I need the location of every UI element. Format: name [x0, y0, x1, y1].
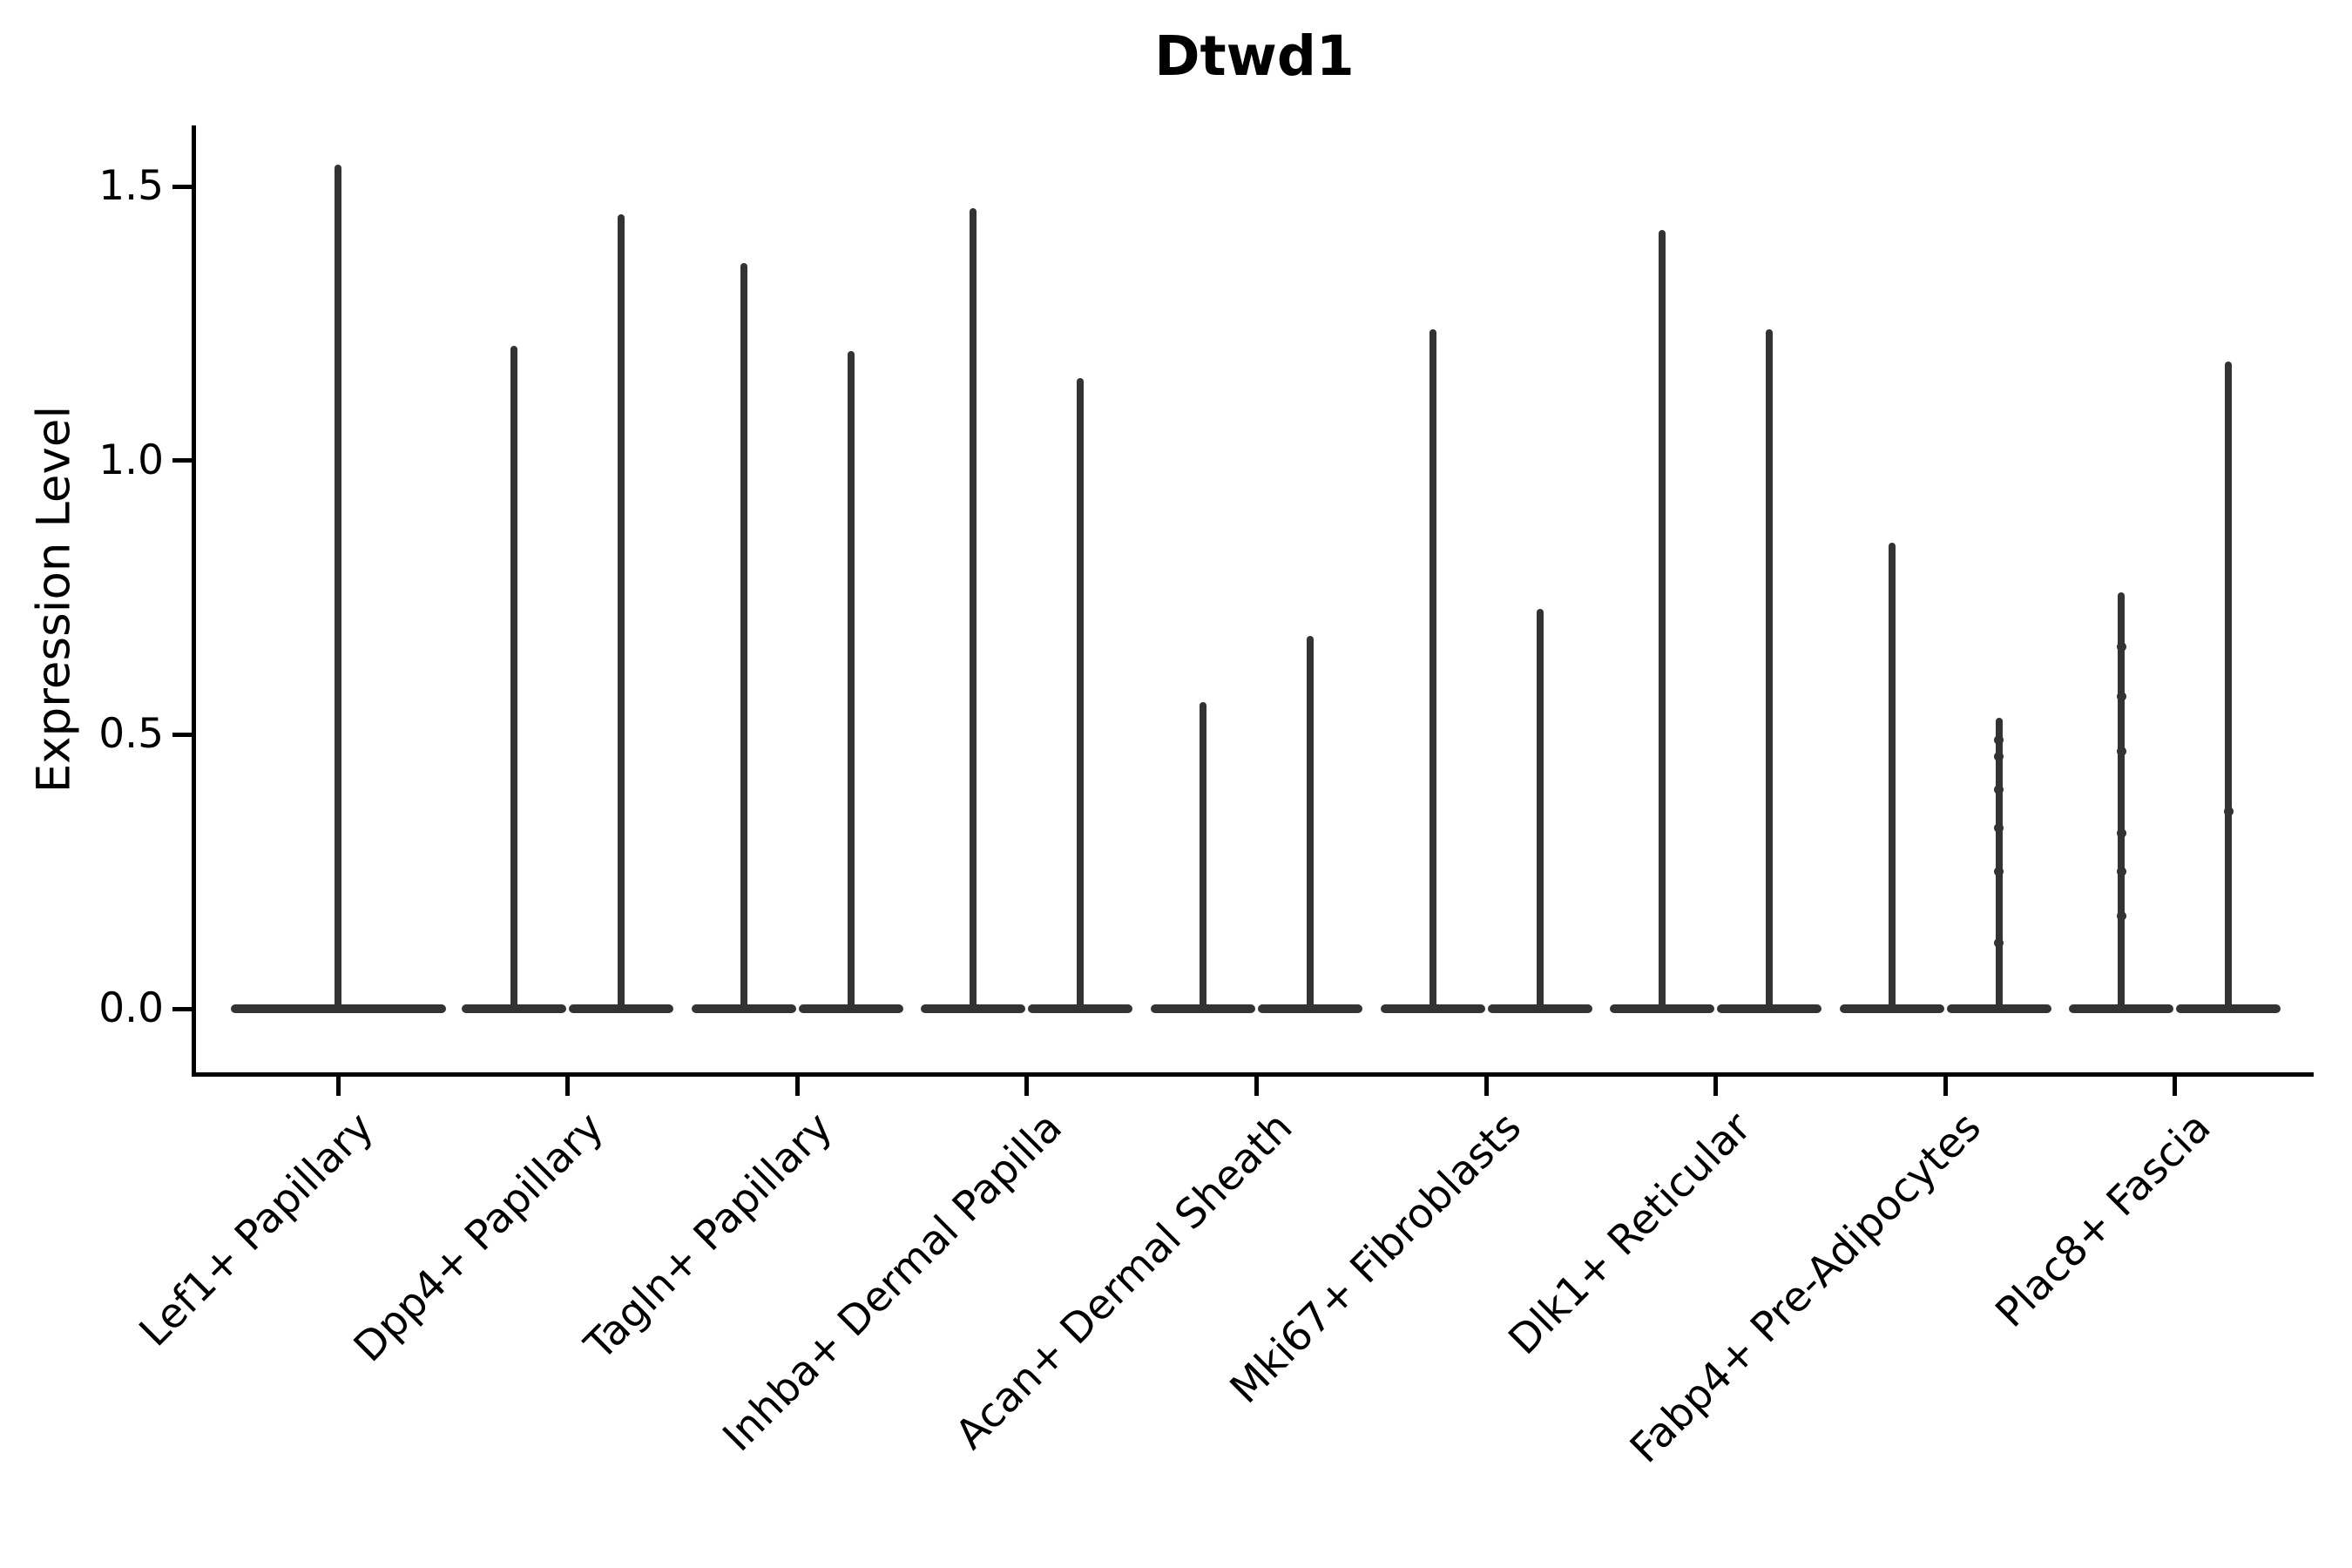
violin-body	[1150, 1004, 1255, 1013]
chart-title: Dtwd1	[1154, 24, 1355, 88]
violin-spike	[1429, 328, 1436, 1009]
x-tick-label: Plac8+ Fascia	[1986, 1103, 2220, 1337]
violin-body	[1610, 1004, 1715, 1013]
x-tick-mark	[335, 1074, 341, 1096]
violin-spike	[1077, 378, 1085, 1009]
violin-spike	[2118, 591, 2126, 1009]
violin-body	[1380, 1004, 1485, 1013]
expression-point	[1994, 937, 2004, 948]
violin-spike	[847, 350, 855, 1009]
expression-point	[2116, 746, 2126, 756]
y-tick-mark	[172, 184, 192, 189]
violin-spike	[1888, 543, 1896, 1009]
x-tick-label: Dpp4+ Papillary	[344, 1103, 613, 1372]
violin-body	[1487, 1004, 1592, 1013]
expression-point	[2116, 642, 2126, 652]
violin-body	[2176, 1004, 2281, 1013]
y-tick-mark	[172, 732, 192, 737]
x-tick-mark	[1943, 1074, 1948, 1096]
violin-spike	[1766, 328, 1774, 1009]
x-tick-label: Tagln+ Papillary	[576, 1103, 842, 1369]
expression-point	[2116, 828, 2126, 839]
x-tick-mark	[1024, 1074, 1030, 1096]
violin-spike	[1536, 608, 1544, 1009]
x-tick-mark	[1254, 1074, 1259, 1096]
x-tick-label: Dlk1+ Reticular	[1499, 1103, 1761, 1365]
violin-body	[1839, 1004, 1944, 1013]
x-tick-mark	[2173, 1074, 2178, 1096]
violin-body	[1257, 1004, 1362, 1013]
expression-point	[1994, 822, 2004, 833]
x-tick-mark	[1484, 1074, 1489, 1096]
x-axis-spine	[192, 1071, 2314, 1077]
y-tick-mark	[172, 458, 192, 463]
y-tick-label: 1.0	[98, 436, 164, 484]
y-tick-label: 0.0	[98, 984, 164, 1032]
violin-spike	[1306, 636, 1314, 1009]
expression-point	[1994, 867, 2004, 877]
violin-spike	[1995, 718, 2003, 1009]
violin-body	[921, 1004, 1026, 1013]
expression-point	[2116, 691, 2126, 701]
x-tick-label: Lef1+ Papillary	[130, 1103, 383, 1356]
expression-point	[1994, 752, 2004, 762]
violin-spike	[618, 213, 625, 1009]
violin-body	[462, 1004, 567, 1013]
violin-spike	[510, 345, 518, 1009]
violin-spike	[1659, 230, 1666, 1009]
expression-point	[2116, 867, 2126, 877]
violin-body	[230, 1004, 446, 1013]
expression-point	[2223, 806, 2234, 816]
violin-body	[691, 1004, 796, 1013]
violin-body	[2069, 1004, 2174, 1013]
violin-body	[798, 1004, 903, 1013]
violin-spike	[740, 263, 747, 1009]
y-tick-label: 1.5	[98, 162, 164, 211]
violin-spike	[2225, 362, 2233, 1009]
violin-spike	[335, 164, 341, 1009]
x-tick-mark	[565, 1074, 571, 1096]
violin-body	[1028, 1004, 1133, 1013]
violin-spike	[970, 208, 977, 1009]
x-tick-mark	[1713, 1074, 1719, 1096]
x-tick-mark	[794, 1074, 800, 1096]
y-tick-mark	[172, 1006, 192, 1011]
expression-point	[2116, 910, 2126, 921]
expression-point	[1994, 784, 2004, 794]
violin-body	[1717, 1004, 1822, 1013]
expression-point	[1994, 735, 2004, 746]
violin-body	[569, 1004, 674, 1013]
violin-body	[1946, 1004, 2051, 1013]
y-tick-label: 0.5	[98, 710, 164, 759]
violin-spike	[1199, 701, 1206, 1009]
y-axis-spine	[192, 125, 196, 1077]
